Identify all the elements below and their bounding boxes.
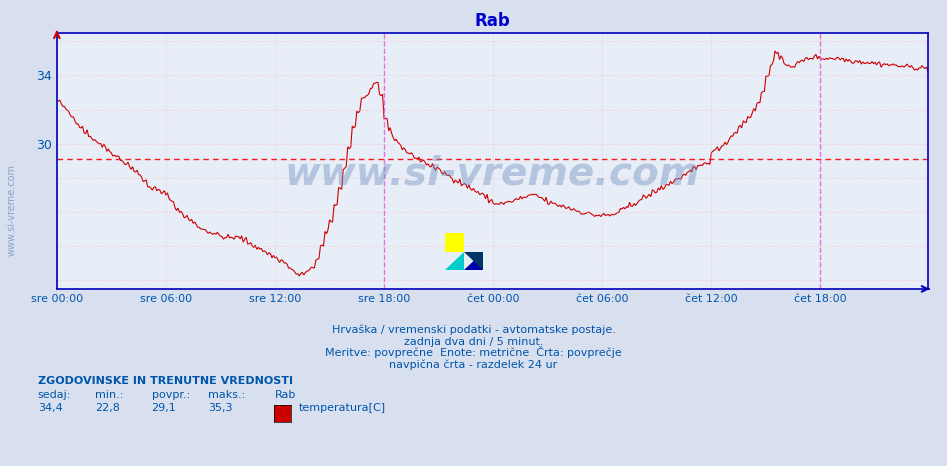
Text: 35,3: 35,3 <box>208 403 233 413</box>
Polygon shape <box>464 252 483 270</box>
Text: 29,1: 29,1 <box>152 403 176 413</box>
Text: zadnja dva dni / 5 minut.: zadnja dva dni / 5 minut. <box>403 337 544 347</box>
Text: min.:: min.: <box>95 391 123 400</box>
Text: Hrvaška / vremenski podatki - avtomatske postaje.: Hrvaška / vremenski podatki - avtomatske… <box>331 325 616 335</box>
Text: 22,8: 22,8 <box>95 403 119 413</box>
Text: Meritve: povprečne  Enote: metrične  Črta: povprečje: Meritve: povprečne Enote: metrične Črta:… <box>325 347 622 358</box>
Text: povpr.:: povpr.: <box>152 391 189 400</box>
Text: 34,4: 34,4 <box>38 403 63 413</box>
Text: maks.:: maks.: <box>208 391 245 400</box>
Text: www.si-vreme.com: www.si-vreme.com <box>7 164 16 256</box>
Text: sedaj:: sedaj: <box>38 391 71 400</box>
Text: temperatura[C]: temperatura[C] <box>298 403 385 413</box>
Text: Rab: Rab <box>275 391 296 400</box>
Title: Rab: Rab <box>474 12 510 30</box>
Text: navpična črta - razdelek 24 ur: navpična črta - razdelek 24 ur <box>389 360 558 370</box>
FancyBboxPatch shape <box>445 233 464 252</box>
Text: www.si-vreme.com: www.si-vreme.com <box>285 155 700 192</box>
Text: ZGODOVINSKE IN TRENUTNE VREDNOSTI: ZGODOVINSKE IN TRENUTNE VREDNOSTI <box>38 377 293 386</box>
Polygon shape <box>464 252 483 270</box>
Polygon shape <box>445 252 464 270</box>
